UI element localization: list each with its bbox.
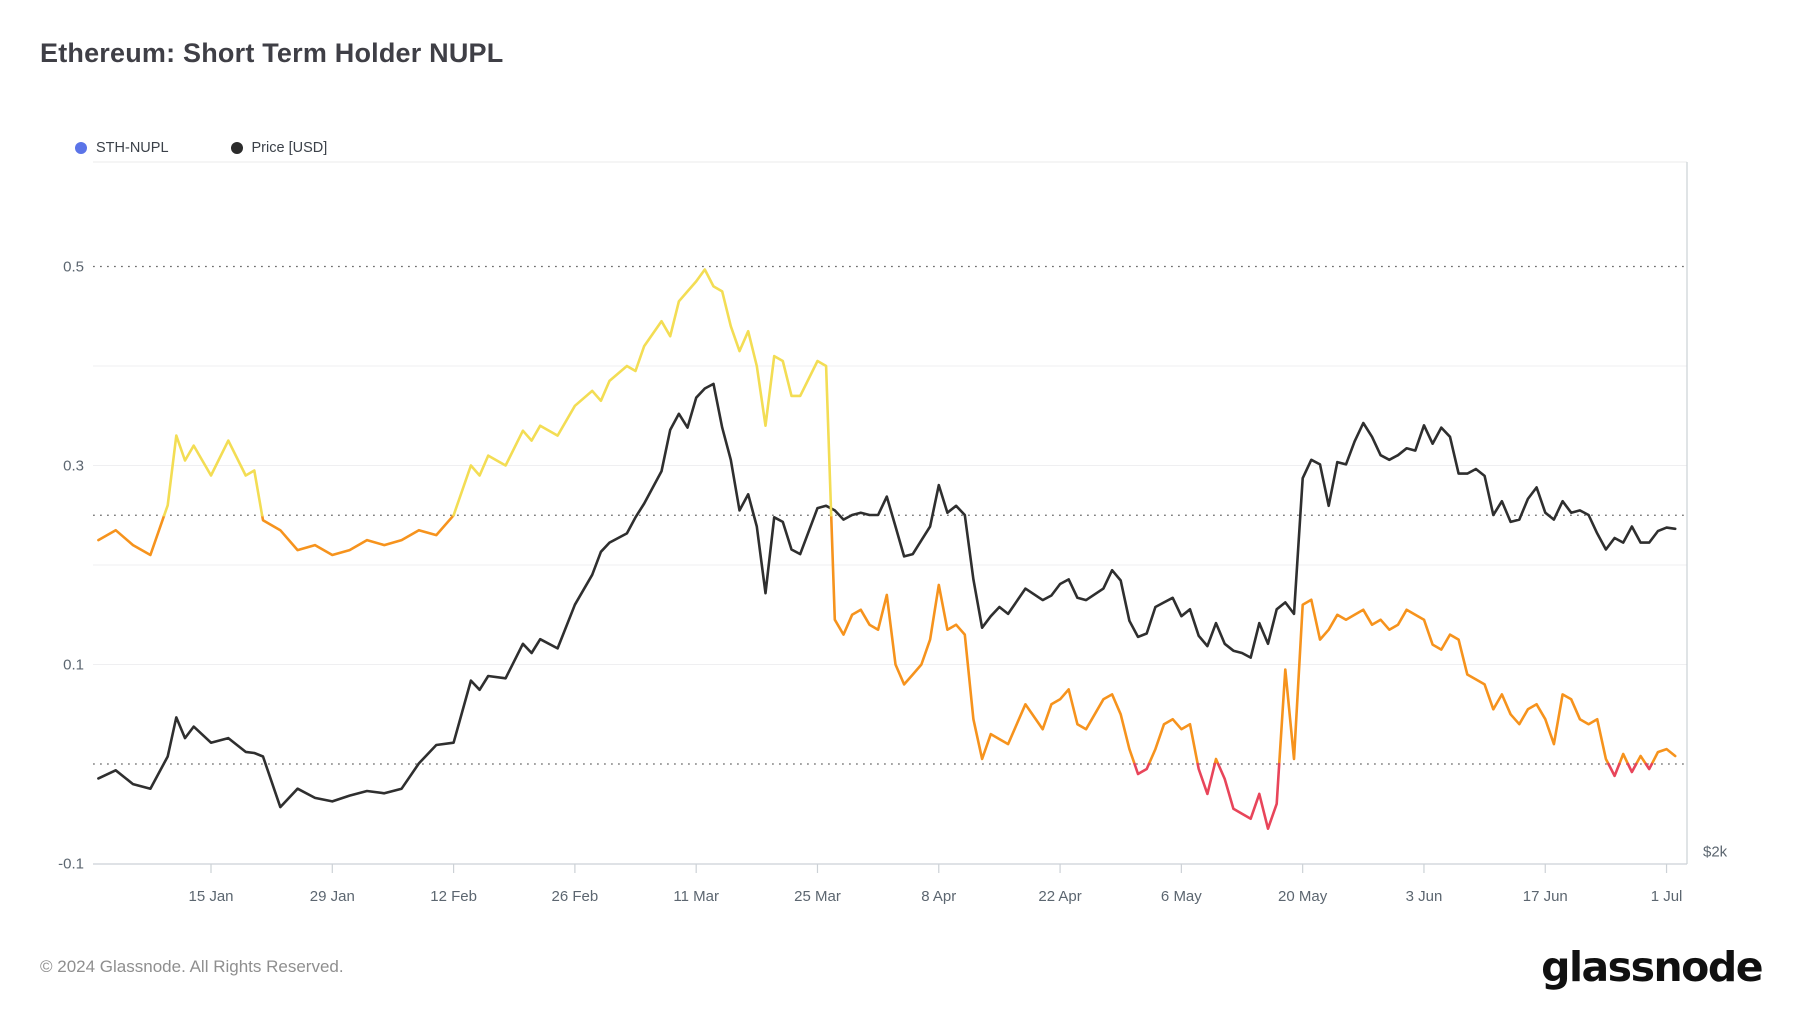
sth-nupl-line [1196,762,1217,796]
legend-label: STH-NUPL [96,140,169,156]
legend-item-price[interactable]: Price [USD] [230,140,328,156]
glassnode-logo: glassnode [1541,943,1763,991]
y-axis-tick-label: -0.1 [58,855,84,872]
sth-nupl-line [260,514,455,557]
chart-legend: STH-NUPL Price [USD] [75,140,327,156]
y-axis-right-tick-label: $2k [1703,843,1728,861]
x-axis-tick-label: 25 Mar [794,888,841,905]
y-axis-tick-label: 0.1 [63,656,84,673]
x-axis-tick-label: 6 May [1160,888,1202,905]
sth-nupl-line [1213,757,1220,766]
sth-nupl-line [1607,762,1621,778]
sth-nupl-line [452,268,833,517]
x-axis-tick-label: 11 Mar [673,888,719,905]
legend-item-sth-nupl[interactable]: STH-NUPL [75,140,169,156]
x-axis-tick-label: 8 Apr [921,888,957,905]
sth-nupl-line [1133,762,1151,776]
sth-nupl-line [1277,598,1610,766]
x-axis-tick-label: 12 Feb [430,888,477,905]
sth-nupl-line [1626,762,1638,774]
sth-nupl-line [1650,747,1677,766]
sth-nupl-line [162,434,264,517]
sth-nupl-line [829,514,1136,766]
legend-label: Price [USD] [251,140,328,156]
sth-nupl-line [1618,752,1630,766]
sth-nupl-line [1147,717,1199,766]
x-axis-tick-label: 17 Jun [1522,888,1568,905]
x-axis-tick-label: 1 Jul [1650,888,1683,905]
x-axis-tick-label: 22 Apr [1038,888,1082,905]
price-usd-line [97,382,1677,809]
legend-dot-icon [75,142,87,154]
x-axis-tick-label: 15 Jan [188,888,234,905]
sth-nupl-line [1644,762,1654,771]
x-axis-tick-label: 29 Jan [309,888,355,905]
page-title: Ethereum: Short Term Holder NUPL [40,38,504,68]
legend-dot-icon [230,142,243,154]
x-axis-tick-label: 3 Jun [1405,888,1443,905]
y-axis-tick-label: 0.3 [63,457,84,474]
sth-nupl-line [97,514,166,557]
x-axis-tick-label: 20 May [1278,888,1328,905]
y-axis-tick-label: 0.5 [63,258,84,275]
sth-nupl-line [1216,762,1281,830]
copyright-text: © 2024 Glassnode. All Rights Reserved. [40,957,344,976]
sth-nupl-line [1634,754,1648,766]
x-axis-tick-label: 26 Feb [551,888,599,905]
